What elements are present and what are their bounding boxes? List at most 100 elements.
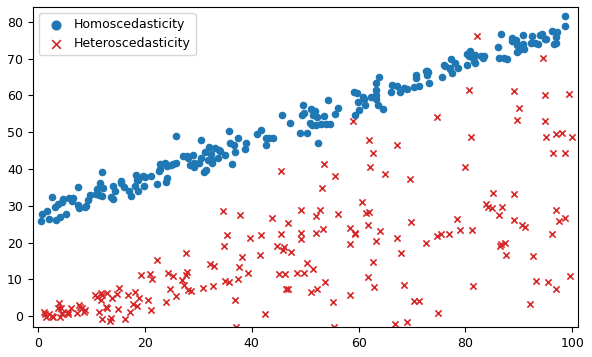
Heteroscedasticity xyxy=(134,296,143,301)
Homoscedasticity xyxy=(541,36,551,41)
Heteroscedasticity xyxy=(361,210,371,216)
Homoscedasticity xyxy=(163,164,172,169)
Homoscedasticity xyxy=(55,214,65,220)
Homoscedasticity xyxy=(162,175,172,181)
Heteroscedasticity xyxy=(143,297,153,303)
Homoscedasticity xyxy=(513,41,522,47)
Homoscedasticity xyxy=(314,140,323,146)
Heteroscedasticity xyxy=(561,215,570,221)
Heteroscedasticity xyxy=(218,208,227,214)
Homoscedasticity xyxy=(295,131,304,136)
Homoscedasticity xyxy=(537,31,546,37)
Heteroscedasticity xyxy=(272,243,282,249)
Heteroscedasticity xyxy=(168,273,178,278)
Homoscedasticity xyxy=(374,102,383,108)
Heteroscedasticity xyxy=(488,190,498,195)
Heteroscedasticity xyxy=(392,142,401,148)
Homoscedasticity xyxy=(47,194,56,200)
Homoscedasticity xyxy=(421,68,430,74)
Heteroscedasticity xyxy=(496,243,505,248)
Heteroscedasticity xyxy=(421,240,430,246)
Homoscedasticity xyxy=(306,106,316,112)
Homoscedasticity xyxy=(182,153,192,159)
Homoscedasticity xyxy=(561,13,570,19)
Homoscedasticity xyxy=(371,96,381,102)
Homoscedasticity xyxy=(507,35,517,40)
Heteroscedasticity xyxy=(279,245,289,250)
Heteroscedasticity xyxy=(560,150,570,156)
Heteroscedasticity xyxy=(481,201,491,207)
Homoscedasticity xyxy=(207,157,217,163)
Heteroscedasticity xyxy=(114,285,124,291)
Heteroscedasticity xyxy=(249,336,258,342)
Heteroscedasticity xyxy=(320,279,330,285)
Homoscedasticity xyxy=(422,72,432,78)
Homoscedasticity xyxy=(200,149,210,155)
Homoscedasticity xyxy=(42,208,52,214)
Heteroscedasticity xyxy=(410,298,419,303)
Heteroscedasticity xyxy=(284,286,293,292)
Homoscedasticity xyxy=(262,135,271,141)
Heteroscedasticity xyxy=(468,227,477,232)
Homoscedasticity xyxy=(530,41,539,46)
Heteroscedasticity xyxy=(96,297,105,303)
Heteroscedasticity xyxy=(102,305,111,310)
Heteroscedasticity xyxy=(177,277,186,282)
Homoscedasticity xyxy=(305,121,314,126)
Heteroscedasticity xyxy=(66,305,75,311)
Homoscedasticity xyxy=(241,141,250,146)
Homoscedasticity xyxy=(350,112,359,118)
Homoscedasticity xyxy=(95,180,105,186)
Homoscedasticity xyxy=(215,148,225,154)
Homoscedasticity xyxy=(108,196,117,202)
Heteroscedasticity xyxy=(557,130,567,136)
Homoscedasticity xyxy=(171,134,181,139)
Homoscedasticity xyxy=(256,127,266,133)
Heteroscedasticity xyxy=(543,279,552,285)
Homoscedasticity xyxy=(374,75,384,80)
Heteroscedasticity xyxy=(63,310,73,315)
Heteroscedasticity xyxy=(205,261,215,267)
Heteroscedasticity xyxy=(179,282,189,287)
Heteroscedasticity xyxy=(494,212,503,218)
Heteroscedasticity xyxy=(267,215,276,221)
Heteroscedasticity xyxy=(255,252,265,257)
Heteroscedasticity xyxy=(345,225,355,230)
Heteroscedasticity xyxy=(402,319,411,325)
Heteroscedasticity xyxy=(41,314,50,320)
Heteroscedasticity xyxy=(224,280,234,285)
Heteroscedasticity xyxy=(496,241,506,246)
Homoscedasticity xyxy=(185,162,195,168)
Homoscedasticity xyxy=(155,166,165,171)
Homoscedasticity xyxy=(480,53,489,59)
Homoscedasticity xyxy=(233,135,243,141)
Heteroscedasticity xyxy=(551,132,561,137)
Homoscedasticity xyxy=(465,49,475,54)
Homoscedasticity xyxy=(440,63,450,69)
Homoscedasticity xyxy=(210,145,220,151)
Homoscedasticity xyxy=(313,114,322,120)
Homoscedasticity xyxy=(446,56,455,61)
Heteroscedasticity xyxy=(281,287,291,292)
Homoscedasticity xyxy=(152,181,162,186)
Homoscedasticity xyxy=(299,110,308,116)
Heteroscedasticity xyxy=(369,259,378,265)
Heteroscedasticity xyxy=(307,289,316,295)
Homoscedasticity xyxy=(358,94,367,100)
Homoscedasticity xyxy=(196,155,205,161)
Heteroscedasticity xyxy=(208,283,218,288)
Homoscedasticity xyxy=(372,92,381,97)
Heteroscedasticity xyxy=(318,226,327,232)
Homoscedasticity xyxy=(499,55,509,61)
Heteroscedasticity xyxy=(365,137,374,142)
Heteroscedasticity xyxy=(163,270,172,276)
Homoscedasticity xyxy=(200,170,209,175)
Homoscedasticity xyxy=(470,60,480,66)
Heteroscedasticity xyxy=(311,230,321,236)
Heteroscedasticity xyxy=(552,207,561,213)
Heteroscedasticity xyxy=(234,276,243,282)
Heteroscedasticity xyxy=(330,173,339,178)
Homoscedasticity xyxy=(133,177,143,182)
Heteroscedasticity xyxy=(483,204,493,210)
Homoscedasticity xyxy=(535,32,545,38)
